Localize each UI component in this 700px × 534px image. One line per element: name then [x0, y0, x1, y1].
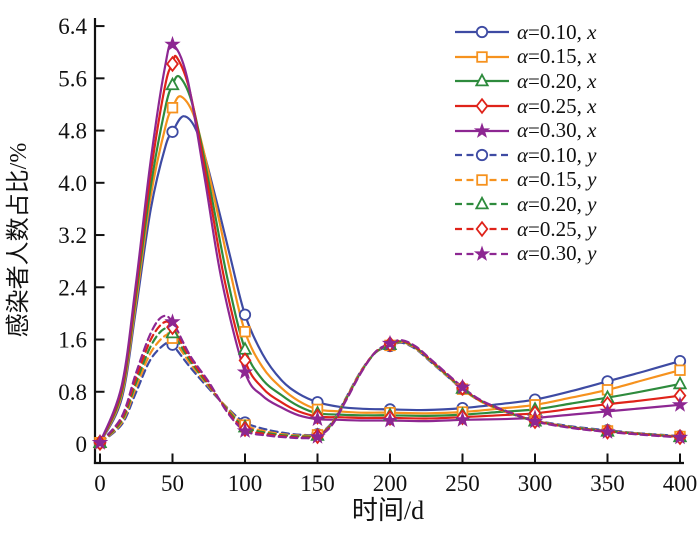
legend-item: α=0.20, y	[454, 192, 596, 217]
legend-item-label: α=0.25, x	[517, 93, 597, 118]
y-axis-title: 感染者人数占比/%	[5, 143, 32, 338]
series-curve-3	[98, 54, 682, 444]
star-marker	[381, 334, 399, 351]
star-marker	[164, 35, 181, 52]
legend-line-sample	[455, 97, 509, 115]
legend-item: α=0.10, x	[454, 20, 596, 45]
star-marker	[473, 245, 491, 261]
legend-item-label: α=0.15, x	[517, 44, 597, 69]
series-curve-2	[98, 74, 682, 444]
series-curve-1	[98, 95, 682, 444]
legend-item-label: α=0.25, y	[517, 216, 597, 241]
legend-item-label: α=0.10, y	[517, 142, 597, 167]
triangle-marker	[474, 196, 490, 210]
circle-marker	[475, 26, 489, 39]
legend-line-sample	[455, 245, 509, 261]
square-marker	[166, 102, 179, 114]
legend-line-sample	[455, 174, 509, 186]
triangle-marker	[672, 375, 688, 390]
triangle-marker	[474, 73, 490, 87]
axes-layer: 0 0.8 1.6 2.4 3.2 4.0 4.8 5.6 6.4 0 50 100 150 200 250…	[58, 14, 697, 496]
legend-item-label: α=0.20, y	[517, 191, 597, 216]
star-marker	[526, 412, 544, 429]
legend-line-sample	[455, 51, 509, 63]
y-tick-label: 0	[76, 432, 88, 457]
legend-item-label: α=0.15, y	[517, 167, 597, 192]
y-tick-label: 6.4	[58, 14, 87, 39]
star-marker	[164, 313, 181, 329]
x-tick-label: 0	[94, 471, 106, 496]
legend-line-sample	[455, 196, 509, 210]
star-marker	[454, 378, 471, 395]
star-marker	[454, 411, 471, 427]
y-tick-label: 3.2	[58, 223, 87, 248]
legend-line-sample	[455, 220, 509, 238]
star-marker	[236, 422, 254, 438]
x-tick-label: 200	[373, 471, 408, 496]
x-tick-label: 350	[590, 471, 625, 496]
square-marker	[476, 174, 488, 186]
diamond-marker	[166, 55, 179, 73]
circle-marker	[166, 125, 179, 138]
legend-item-label: α=0.10, x	[517, 19, 597, 44]
y-tick-label: 2.4	[58, 275, 87, 300]
legend-line-sample	[455, 73, 509, 87]
legend-item: α=0.20, x	[454, 69, 596, 94]
y-tick-label: 4.0	[58, 171, 87, 196]
series-curve-0	[98, 115, 682, 444]
x-tick-label: 400	[663, 471, 698, 496]
legend-item-label: α=0.20, x	[517, 68, 597, 93]
x-tick-label: 100	[228, 471, 263, 496]
legend-item: α=0.15, x	[454, 45, 596, 70]
y-tick-label: 5.6	[58, 66, 87, 91]
x-tick-label: 300	[518, 471, 553, 496]
star-marker	[236, 363, 254, 380]
star-marker	[473, 122, 491, 138]
x-tick-label: 50	[161, 471, 184, 496]
legend-item: α=0.30, y	[454, 241, 596, 266]
legend-item: α=0.25, x	[454, 94, 596, 119]
legend-item-label: α=0.30, y	[517, 241, 597, 266]
x-tick-label: 150	[300, 471, 335, 496]
square-marker	[476, 51, 488, 63]
star-marker	[671, 428, 689, 445]
triangle-marker	[165, 76, 180, 91]
ticks-group: 0 0.8 1.6 2.4 3.2 4.0 4.8 5.6 6.4 0 50 100 150 200 250…	[58, 14, 697, 496]
square-marker	[674, 364, 686, 376]
y-tick-label: 0.8	[58, 380, 87, 405]
star-marker	[671, 396, 689, 412]
star-marker	[91, 434, 109, 450]
legend-line-sample	[455, 26, 509, 39]
x-tick-label: 250	[445, 471, 480, 496]
markers-layer	[91, 35, 689, 451]
square-marker	[239, 325, 251, 338]
legend-item: α=0.30, x	[454, 118, 596, 143]
legend-item: α=0.15, y	[454, 168, 596, 193]
star-marker	[599, 423, 616, 439]
legend-item: α=0.25, y	[454, 217, 596, 242]
circle-marker	[475, 149, 489, 162]
diamond-marker	[475, 220, 489, 238]
star-marker	[309, 428, 326, 444]
star-marker	[309, 410, 326, 427]
legend-item: α=0.10, y	[454, 143, 596, 168]
star-marker	[381, 411, 399, 428]
diamond-marker	[475, 97, 489, 115]
circle-marker	[238, 308, 252, 321]
y-tick-label: 1.6	[58, 328, 87, 353]
chart-legend: α=0.10, x α=0.15, x α=0.20, x α=0.25, x …	[454, 20, 596, 266]
legend-line-sample	[455, 122, 509, 138]
star-marker	[599, 402, 616, 419]
legend-line-sample	[455, 149, 509, 162]
legend-item-label: α=0.30, x	[517, 118, 597, 143]
x-axis-title: 时间/d	[352, 496, 424, 525]
y-tick-label: 4.8	[58, 119, 87, 144]
